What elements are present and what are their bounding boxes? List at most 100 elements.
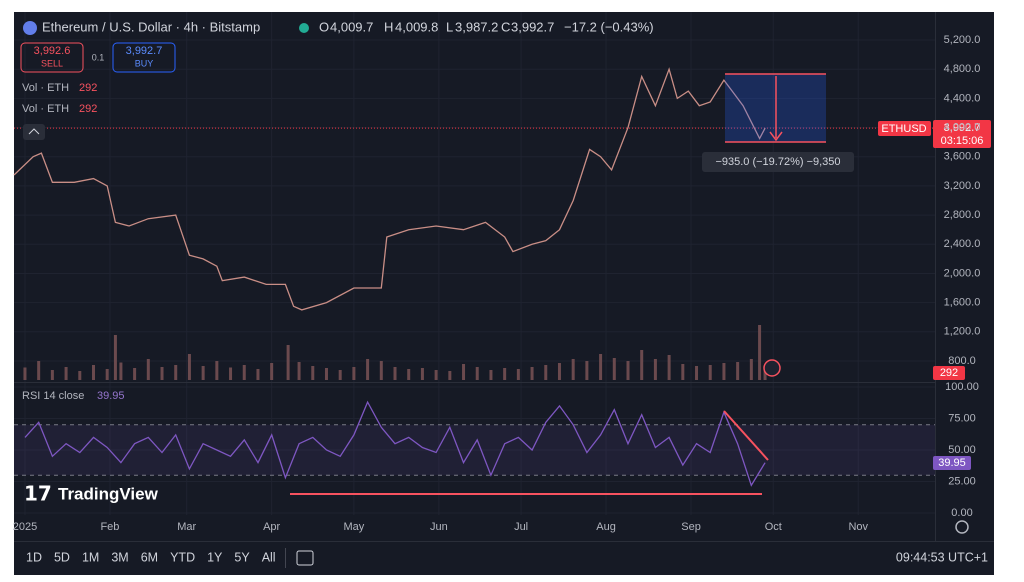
volume-bar xyxy=(160,367,164,380)
volume-bar xyxy=(544,365,548,380)
volume-bar xyxy=(736,362,740,380)
volume-bar xyxy=(448,371,452,380)
volume-bar xyxy=(91,365,95,380)
y-tick-label: 4,400.0 xyxy=(944,92,981,104)
volume-bar xyxy=(571,359,575,380)
volume-bar xyxy=(722,363,726,380)
y-tick-label: 2,800.0 xyxy=(944,209,981,221)
volume-bar xyxy=(530,367,534,380)
buy-label: BUY xyxy=(135,58,154,68)
volume-bar xyxy=(338,370,342,380)
collapse-icon xyxy=(28,128,40,135)
volume-bar xyxy=(297,362,301,380)
axis-divider xyxy=(935,12,936,541)
range-button[interactable]: 5D xyxy=(54,550,70,564)
volume-bar xyxy=(119,362,123,380)
volume-bar xyxy=(393,367,397,380)
x-tick-label: 2025 xyxy=(13,521,37,533)
toolbar: 1D 5D 1M 3M 6M YTD 1Y 5Y All xyxy=(26,550,276,564)
y-tick-label: 4,800.0 xyxy=(944,63,981,75)
volume-bar xyxy=(407,369,411,380)
buy-price: 3,992.7 xyxy=(126,45,163,57)
buy-button[interactable] xyxy=(112,42,176,73)
volume-bar xyxy=(311,366,315,380)
volume-bar xyxy=(379,361,383,380)
grid xyxy=(14,12,935,515)
volume-bar xyxy=(681,364,685,380)
volume-bar xyxy=(113,335,117,380)
collapse-button[interactable] xyxy=(23,124,45,140)
y-tick-label: 3,600.0 xyxy=(944,151,981,163)
volume-bar xyxy=(242,365,246,380)
clock: 09:44:53 UTC+1 xyxy=(896,550,988,564)
x-tick-label: Feb xyxy=(100,521,119,533)
volume-bar xyxy=(585,361,589,380)
volume-bar xyxy=(612,358,616,380)
rsi-value: 39.95 xyxy=(97,390,125,402)
series-line xyxy=(13,67,766,311)
volume-bar xyxy=(174,365,178,380)
market-status xyxy=(299,23,309,33)
volume-label: Vol · ETH xyxy=(22,103,69,115)
last-price: 3,992.7 xyxy=(944,122,981,134)
range-button[interactable]: 1M xyxy=(82,550,99,564)
series-line xyxy=(24,400,766,487)
volume-bar xyxy=(215,361,219,380)
volume-bar xyxy=(256,369,260,380)
y-tick-label: 5,200.0 xyxy=(944,34,981,46)
range-button[interactable]: YTD xyxy=(170,550,195,564)
event-icon[interactable] xyxy=(763,359,781,377)
volume-tag xyxy=(933,366,965,380)
volume-bar xyxy=(187,354,191,380)
volume-bar xyxy=(667,355,671,380)
price-tag xyxy=(933,120,991,148)
volume-bar xyxy=(133,368,137,380)
x-tick-label: Sep xyxy=(681,521,701,533)
countdown: 03:15:06 xyxy=(941,135,984,147)
symbol-icon xyxy=(23,21,37,35)
settings[interactable] xyxy=(955,520,969,534)
volume-label: Vol · ETH xyxy=(22,82,69,94)
volume-bar xyxy=(489,370,493,380)
ohlc-label: C xyxy=(501,19,510,34)
range-button[interactable]: 1D xyxy=(26,550,42,564)
volume-bar xyxy=(229,367,233,380)
date-range-icon[interactable] xyxy=(296,550,314,566)
volume-bar xyxy=(286,345,290,380)
volume-value: 292 xyxy=(79,103,97,115)
pane-divider xyxy=(14,382,935,383)
volume-bar xyxy=(366,359,370,380)
volume-bar xyxy=(146,359,150,380)
range-button[interactable]: 5Y xyxy=(234,550,250,564)
volume-bar xyxy=(23,367,27,380)
ohlc-change: −17.2 (−0.43%) xyxy=(564,19,654,34)
sell-button[interactable] xyxy=(20,42,84,73)
volume-bar xyxy=(640,350,644,380)
volume-bar xyxy=(50,370,54,380)
symbol-title: Ethereum / U.S. Dollar · 4h · Bitstamp xyxy=(42,19,260,34)
x-tick-label: Mar xyxy=(177,521,196,533)
rsi-last: 39.95 xyxy=(938,457,966,469)
range-button[interactable]: 6M xyxy=(141,550,158,564)
y-tick-label: 3,200.0 xyxy=(944,180,981,192)
sell-label: SELL xyxy=(41,58,63,68)
ohlc-label: O xyxy=(319,19,329,34)
range-button[interactable]: All xyxy=(262,550,276,564)
measure-arrow-head xyxy=(769,131,783,142)
volume-bar xyxy=(626,361,630,380)
x-tick-label: Nov xyxy=(848,521,868,533)
x-tick-label: Aug xyxy=(596,521,616,533)
x-tick-label: Oct xyxy=(765,521,782,533)
y-tick-label: 25.00 xyxy=(948,475,976,487)
x-tick-label: Apr xyxy=(263,521,280,533)
ohlc-value: 4,009.7 xyxy=(330,19,373,34)
volume-bar xyxy=(708,365,712,380)
ticker: ETHUSD xyxy=(881,123,926,135)
y-tick-label: 75.00 xyxy=(948,412,976,424)
volume-bar xyxy=(324,368,328,380)
range-button[interactable]: 3M xyxy=(111,550,128,564)
rsi-tag xyxy=(933,456,971,470)
volume-bar xyxy=(37,361,41,380)
volume-bar xyxy=(270,363,274,380)
range-button[interactable]: 1Y xyxy=(207,550,223,564)
